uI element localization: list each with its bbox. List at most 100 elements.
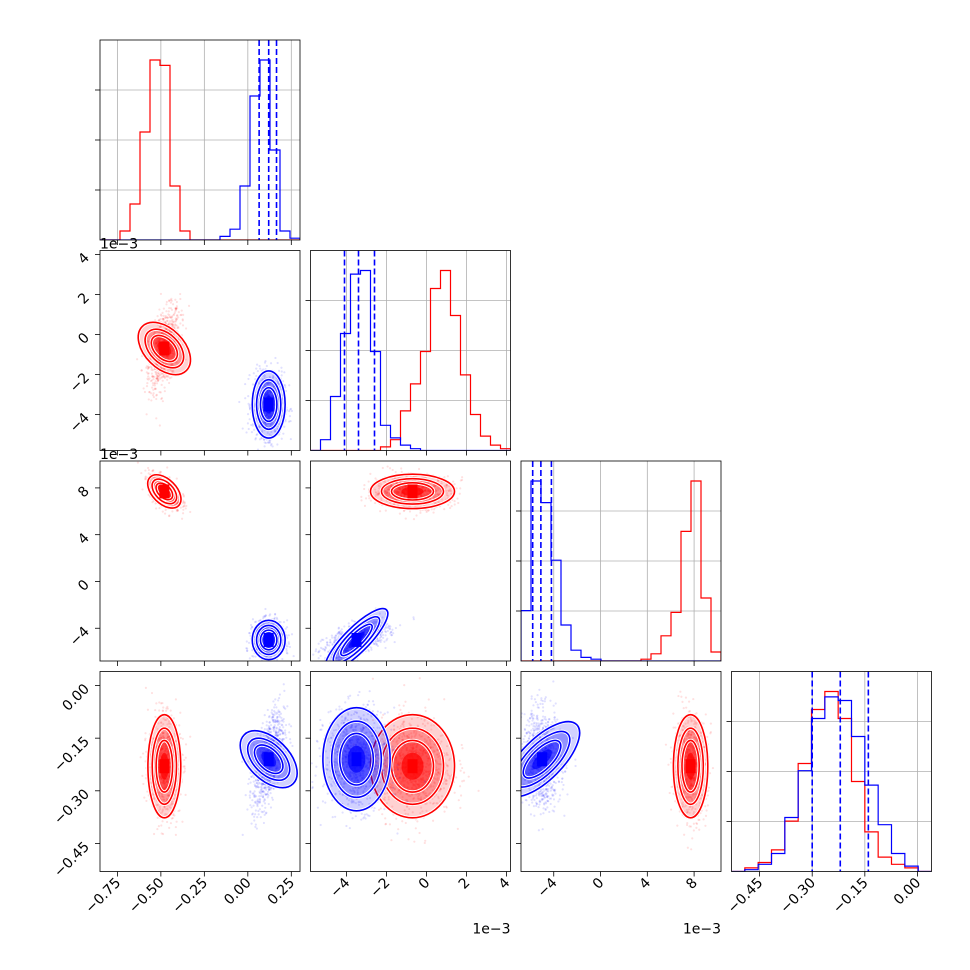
sample-point <box>248 407 252 410</box>
sample-point <box>377 492 380 496</box>
sample-point <box>398 486 402 490</box>
contour-line <box>251 370 286 439</box>
sample-point <box>272 385 276 388</box>
sample-point <box>147 398 150 401</box>
sample-point <box>380 639 383 642</box>
sample-point <box>426 488 430 492</box>
sample-point <box>432 508 436 511</box>
y-tick-label: 4 <box>75 530 93 548</box>
sample-point <box>264 415 268 418</box>
sample-point <box>301 647 303 649</box>
sample-point <box>170 345 173 348</box>
sample-point <box>181 319 184 322</box>
histogram-red <box>100 59 300 240</box>
sample-point <box>445 493 448 497</box>
sample-point <box>172 313 176 316</box>
sample-point <box>162 314 165 317</box>
sample-point <box>381 466 384 470</box>
sample-point <box>175 300 178 304</box>
sample-point <box>169 315 172 319</box>
sample-point <box>379 510 382 513</box>
sample-point <box>383 490 387 493</box>
sample-point <box>266 390 269 394</box>
sample-point <box>288 420 291 423</box>
sample-point <box>157 340 160 343</box>
sample-point <box>154 342 158 345</box>
sample-point <box>445 483 448 487</box>
sample-point <box>283 425 286 428</box>
sample-point <box>163 355 166 358</box>
sample-point <box>155 377 158 380</box>
sample-point <box>450 505 453 508</box>
sample-point <box>429 490 432 493</box>
sample-point <box>288 667 290 669</box>
sample-point <box>160 326 163 329</box>
sample-point <box>273 429 276 432</box>
sample-point <box>265 364 268 368</box>
sample-point <box>389 484 393 488</box>
sample-point <box>265 622 268 625</box>
sample-point <box>147 366 150 370</box>
sample-point <box>421 486 424 489</box>
sample-point <box>174 298 177 301</box>
sample-point <box>170 370 174 373</box>
sample-point <box>170 363 173 366</box>
sample-point <box>420 486 423 489</box>
sample-point <box>394 470 397 474</box>
sample-point <box>174 307 177 310</box>
sample-point <box>167 357 170 361</box>
sample-point <box>173 325 176 329</box>
sample-point <box>427 509 430 512</box>
sample-point <box>183 501 187 504</box>
sample-point <box>165 316 168 319</box>
y-tick-label: −2 <box>67 370 93 396</box>
sample-point <box>170 297 173 300</box>
sample-point <box>289 437 292 441</box>
sample-point <box>176 509 179 512</box>
sample-point <box>266 393 269 396</box>
grid-lines <box>100 40 300 240</box>
sample-point <box>270 662 272 664</box>
sample-point <box>170 308 174 312</box>
sample-point <box>156 377 159 380</box>
sample-point <box>176 508 179 512</box>
sample-point <box>398 512 402 515</box>
sample-point <box>152 396 156 399</box>
sample-point <box>449 506 452 510</box>
contour-line <box>144 328 185 369</box>
sample-point <box>174 308 178 311</box>
sample-point <box>173 311 176 314</box>
sample-point <box>167 310 170 313</box>
sample-point <box>150 366 153 370</box>
sample-point <box>259 618 262 622</box>
sample-point <box>264 614 267 617</box>
sample-point <box>274 612 277 616</box>
sample-point <box>177 325 180 328</box>
sample-point <box>251 626 254 629</box>
sample-point <box>269 613 272 616</box>
sample-point <box>360 499 363 502</box>
sample-point <box>157 337 160 340</box>
sample-point <box>170 299 173 302</box>
sample-point <box>170 349 174 352</box>
sample-point <box>251 618 255 621</box>
sample-point <box>260 369 263 372</box>
sample-point <box>395 492 398 495</box>
sample-point <box>149 379 153 383</box>
sample-point <box>384 492 387 495</box>
sample-point <box>267 393 270 396</box>
sample-point <box>271 412 274 415</box>
sample-point <box>272 376 275 379</box>
sample-point <box>445 486 448 489</box>
sample-point <box>273 430 276 433</box>
sample-point <box>175 509 178 513</box>
sample-point <box>172 313 175 317</box>
sample-point <box>171 325 174 328</box>
sample-point <box>146 340 150 343</box>
sample-point <box>263 445 266 448</box>
sample-point <box>167 313 170 316</box>
sample-point <box>271 395 275 398</box>
sample-point <box>265 413 268 417</box>
sample-point <box>403 495 406 498</box>
sample-point <box>395 498 398 501</box>
